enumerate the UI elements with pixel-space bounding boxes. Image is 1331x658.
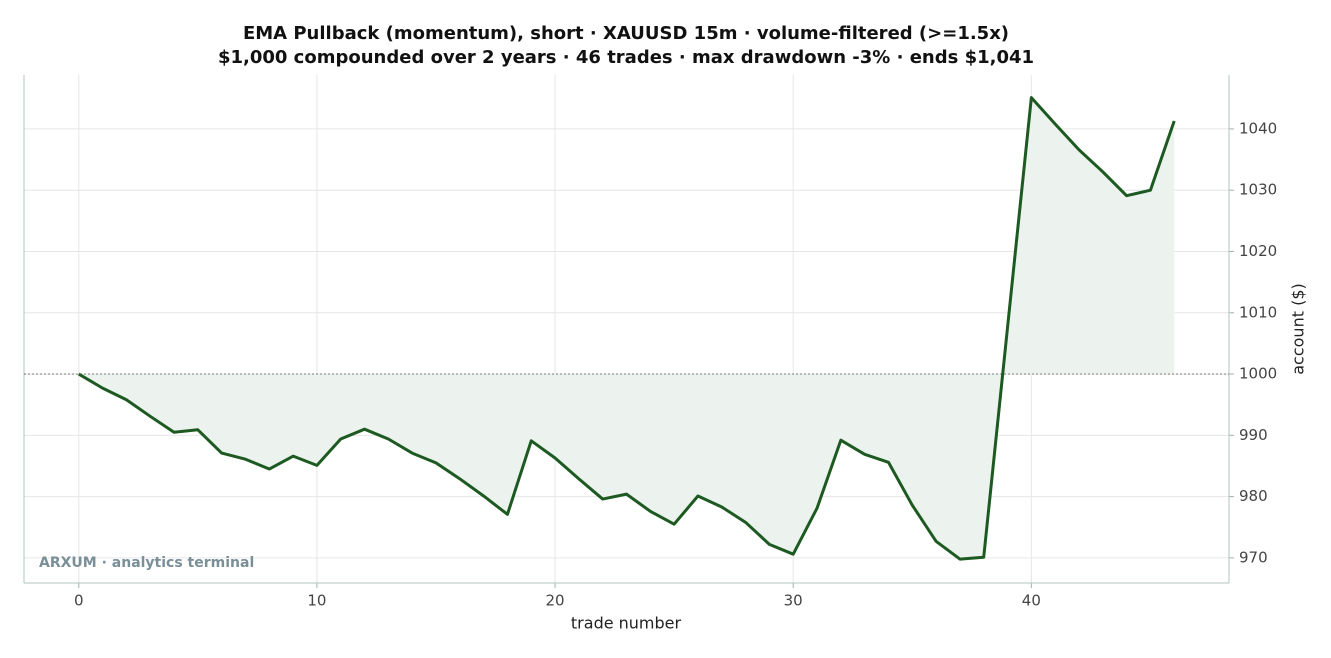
watermark: ARXUM · analytics terminal <box>39 555 254 571</box>
y-axis-label: account ($) <box>1289 283 1308 375</box>
equity-line <box>78 96 1176 561</box>
y-tick-label: 1010 <box>1239 303 1277 321</box>
y-tick-label: 1040 <box>1239 119 1277 137</box>
y-tick-label: 970 <box>1239 548 1268 566</box>
x-tick-label: 40 <box>1022 592 1041 610</box>
y-tick-label: 1020 <box>1239 242 1277 260</box>
x-tick-label: 20 <box>546 592 565 610</box>
y-tick-label: 1030 <box>1239 181 1277 199</box>
y-tick-label: 990 <box>1239 426 1268 444</box>
chart-title: EMA Pullback (momentum), short · XAUUSD … <box>243 23 1009 44</box>
area-fill <box>78 97 1175 560</box>
y-tick-label: 1000 <box>1239 365 1277 383</box>
chart-subtitle: $1,000 compounded over 2 years · 46 trad… <box>218 47 1034 68</box>
x-axis-label: trade number <box>571 614 682 633</box>
x-tick-label: 30 <box>784 592 803 610</box>
x-tick-label: 10 <box>307 592 326 610</box>
x-tick-label: 0 <box>74 592 84 610</box>
y-tick-label: 980 <box>1239 487 1268 505</box>
